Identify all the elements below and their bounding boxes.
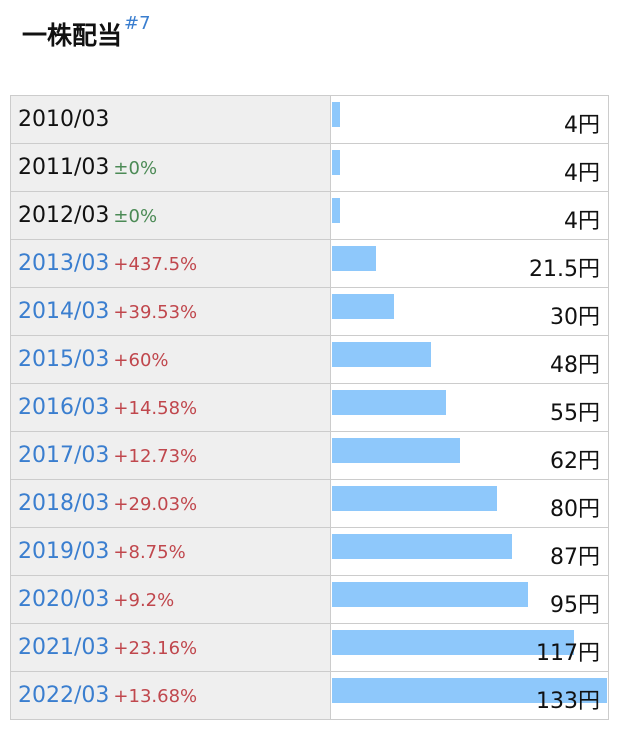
change: +9.2%	[113, 590, 175, 611]
value-label: 4円	[564, 161, 600, 186]
table-row: 2014/03 +39.53% 30円	[11, 287, 608, 335]
value-label: 80円	[550, 497, 600, 522]
bar	[332, 198, 341, 223]
year[interactable]: 2014/03 +39.53%	[18, 299, 198, 324]
bar	[332, 390, 446, 415]
change: +14.58%	[113, 398, 198, 419]
year-cell: 2015/03 +60%	[11, 336, 331, 383]
year-cell: 2016/03 +14.58%	[11, 384, 331, 431]
year-cell: 2018/03 +29.03%	[11, 480, 331, 527]
bar	[332, 630, 574, 655]
table-row: 2019/03 +8.75% 87円	[11, 527, 608, 575]
bar	[332, 534, 512, 559]
value-label: 62円	[550, 449, 600, 474]
value-label: 30円	[550, 305, 600, 330]
value-label: 95円	[550, 593, 600, 618]
year-cell: 2011/03 ±0%	[11, 144, 331, 191]
year-cell: 2012/03 ±0%	[11, 192, 331, 239]
change: +29.03%	[113, 494, 198, 515]
bar	[332, 342, 432, 367]
year-cell: 2021/03 +23.16%	[11, 624, 331, 671]
year-cell: 2017/03 +12.73%	[11, 432, 331, 479]
value-label: 21.5円	[529, 257, 600, 282]
year-cell: 2010/03	[11, 96, 331, 143]
year-cell: 2013/03 +437.5%	[11, 240, 331, 287]
year-cell: 2022/03 +13.68%	[11, 672, 331, 719]
bar	[332, 150, 341, 175]
change: ±0%	[113, 206, 158, 227]
year[interactable]: 2016/03 +14.58%	[18, 395, 198, 420]
year-cell: 2020/03 +9.2%	[11, 576, 331, 623]
dividend-table: 2010/03 4円 2011/03 ±0% 4円 2012/03 ±0% 4円 2013/03…	[10, 95, 609, 720]
year[interactable]: 2022/03 +13.68%	[18, 683, 198, 708]
bar	[332, 102, 341, 127]
year-cell: 2014/03 +39.53%	[11, 288, 331, 335]
value-label: 4円	[564, 113, 600, 138]
change: +60%	[113, 350, 169, 371]
table-row: 2016/03 +14.58% 55円	[11, 383, 608, 431]
change: +12.73%	[113, 446, 198, 467]
bar	[332, 246, 377, 271]
change: ±0%	[113, 158, 158, 179]
year[interactable]: 2013/03 +437.5%	[18, 251, 198, 276]
table-row: 2021/03 +23.16% 117円	[11, 623, 608, 671]
bar	[332, 486, 498, 511]
bar	[332, 294, 395, 319]
change: +39.53%	[113, 302, 198, 323]
value-label: 55円	[550, 401, 600, 426]
table-row: 2010/03 4円	[11, 96, 608, 143]
year[interactable]: 2019/03 +8.75%	[18, 539, 186, 564]
year[interactable]: 2020/03 +9.2%	[18, 587, 175, 612]
bar	[332, 678, 607, 703]
bar	[332, 438, 461, 463]
value-label: 4円	[564, 209, 600, 234]
section-title: 一株配当 #7	[22, 12, 151, 52]
table-row: 2018/03 +29.03% 80円	[11, 479, 608, 527]
value-label: 48円	[550, 353, 600, 378]
year-cell: 2019/03 +8.75%	[11, 528, 331, 575]
bar	[332, 582, 529, 607]
table-row: 2022/03 +13.68% 133円	[11, 671, 608, 719]
year: 2010/03	[18, 107, 110, 132]
table-row: 2013/03 +437.5% 21.5円	[11, 239, 608, 287]
year: 2011/03 ±0%	[18, 155, 158, 180]
value-label: 133円	[536, 689, 600, 714]
reference-link[interactable]: #7	[124, 12, 151, 34]
year[interactable]: 2017/03 +12.73%	[18, 443, 198, 468]
year[interactable]: 2015/03 +60%	[18, 347, 169, 372]
change: +13.68%	[113, 686, 198, 707]
table-row: 2011/03 ±0% 4円	[11, 143, 608, 191]
change: +437.5%	[113, 254, 198, 275]
change: +23.16%	[113, 638, 198, 659]
title-text: 一株配当	[22, 21, 123, 50]
value-label: 87円	[550, 545, 600, 570]
year[interactable]: 2018/03 +29.03%	[18, 491, 198, 516]
change: +8.75%	[113, 542, 186, 563]
table-row: 2015/03 +60% 48円	[11, 335, 608, 383]
table-row: 2020/03 +9.2% 95円	[11, 575, 608, 623]
table-row: 2012/03 ±0% 4円	[11, 191, 608, 239]
year[interactable]: 2021/03 +23.16%	[18, 635, 198, 660]
year: 2012/03 ±0%	[18, 203, 158, 228]
value-label: 117円	[536, 641, 600, 666]
table-row: 2017/03 +12.73% 62円	[11, 431, 608, 479]
